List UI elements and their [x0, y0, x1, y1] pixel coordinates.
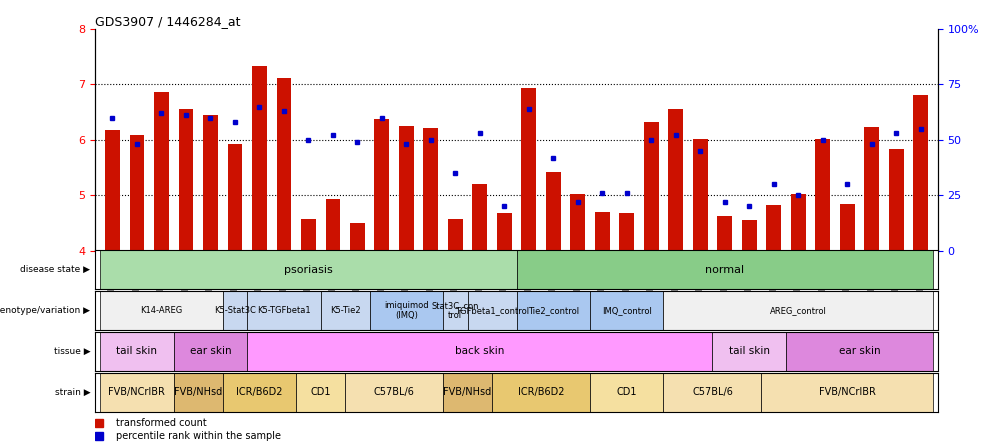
Bar	[570, 194, 584, 251]
Bar	[100, 373, 173, 412]
Bar	[296, 373, 345, 412]
Text: tissue ▶: tissue ▶	[53, 347, 90, 356]
Text: FVB/NCrIBR: FVB/NCrIBR	[108, 387, 165, 397]
Text: CD1: CD1	[616, 387, 636, 397]
Bar	[521, 88, 536, 251]
Bar	[100, 332, 173, 371]
Bar	[321, 291, 369, 330]
Bar	[913, 95, 927, 251]
Text: back skin: back skin	[455, 346, 504, 356]
Text: GDS3907 / 1446284_at: GDS3907 / 1446284_at	[95, 15, 240, 28]
Bar	[227, 144, 242, 251]
Bar	[667, 109, 682, 251]
Bar	[766, 205, 781, 251]
Text: tail skin: tail skin	[728, 346, 769, 356]
Text: IMQ_control: IMQ_control	[601, 306, 651, 315]
Bar	[173, 373, 222, 412]
Text: K14-AREG: K14-AREG	[140, 306, 182, 315]
Text: C57BL/6: C57BL/6	[691, 387, 732, 397]
Bar	[443, 373, 492, 412]
Bar	[589, 373, 663, 412]
Bar	[100, 250, 516, 289]
Bar	[105, 130, 119, 251]
Text: ICR/B6D2: ICR/B6D2	[235, 387, 283, 397]
Bar	[252, 66, 267, 251]
Bar	[786, 332, 932, 371]
Text: FVB/NCrIBR: FVB/NCrIBR	[818, 387, 875, 397]
Text: C57BL/6: C57BL/6	[374, 387, 414, 397]
Bar	[154, 91, 168, 251]
Bar	[129, 135, 144, 251]
Bar	[545, 172, 560, 251]
Bar	[692, 139, 706, 251]
Bar	[790, 194, 805, 251]
Text: ICR/B6D2: ICR/B6D2	[517, 387, 564, 397]
Text: K5-Stat3C: K5-Stat3C	[213, 306, 256, 315]
Bar	[277, 78, 291, 251]
Bar	[839, 204, 854, 251]
Bar	[589, 291, 663, 330]
Bar	[663, 373, 761, 412]
Text: Tie2_control: Tie2_control	[527, 306, 578, 315]
Bar	[246, 332, 711, 371]
Bar	[472, 184, 487, 251]
Text: tail skin: tail skin	[116, 346, 157, 356]
Text: psoriasis: psoriasis	[284, 265, 333, 274]
Text: percentile rank within the sample: percentile rank within the sample	[116, 431, 282, 441]
Text: FVB/NHsd: FVB/NHsd	[443, 387, 491, 397]
Bar	[741, 220, 756, 251]
Bar	[516, 291, 589, 330]
Bar	[663, 291, 932, 330]
Bar	[222, 291, 246, 330]
Bar	[399, 126, 413, 251]
Bar	[594, 212, 609, 251]
Bar	[815, 139, 830, 251]
Bar	[448, 219, 462, 251]
Bar	[178, 109, 193, 251]
Bar	[619, 213, 633, 251]
Bar	[492, 373, 589, 412]
Bar	[369, 291, 443, 330]
Bar	[222, 373, 296, 412]
Bar	[345, 373, 443, 412]
Text: ear skin: ear skin	[189, 346, 231, 356]
Bar	[467, 291, 516, 330]
Text: K5-Tie2: K5-Tie2	[330, 306, 360, 315]
Bar	[202, 115, 217, 251]
Bar	[301, 219, 316, 251]
Bar	[864, 127, 878, 251]
Bar	[516, 250, 932, 289]
Bar	[496, 213, 511, 251]
Text: TGFbeta1_control: TGFbeta1_control	[455, 306, 529, 315]
Bar	[423, 128, 438, 251]
Bar	[643, 122, 658, 251]
Bar	[350, 223, 365, 251]
Text: CD1: CD1	[310, 387, 331, 397]
Bar	[888, 149, 903, 251]
Text: disease state ▶: disease state ▶	[20, 265, 90, 274]
Text: genotype/variation ▶: genotype/variation ▶	[0, 306, 90, 315]
Bar	[443, 291, 467, 330]
Text: normal: normal	[704, 265, 743, 274]
Text: AREG_control: AREG_control	[769, 306, 826, 315]
Text: imiquimod
(IMQ): imiquimod (IMQ)	[384, 301, 428, 320]
Bar	[100, 291, 222, 330]
Text: strain ▶: strain ▶	[54, 388, 90, 396]
Bar	[246, 291, 321, 330]
Text: Stat3C_con
trol: Stat3C_con trol	[431, 301, 479, 320]
Text: K5-TGFbeta1: K5-TGFbeta1	[257, 306, 311, 315]
Bar	[374, 119, 389, 251]
Bar	[173, 332, 246, 371]
Bar	[761, 373, 932, 412]
Bar	[716, 217, 731, 251]
Text: ear skin: ear skin	[838, 346, 880, 356]
Bar	[326, 199, 340, 251]
Text: FVB/NHsd: FVB/NHsd	[174, 387, 222, 397]
Text: transformed count: transformed count	[116, 418, 206, 428]
Bar	[711, 332, 786, 371]
